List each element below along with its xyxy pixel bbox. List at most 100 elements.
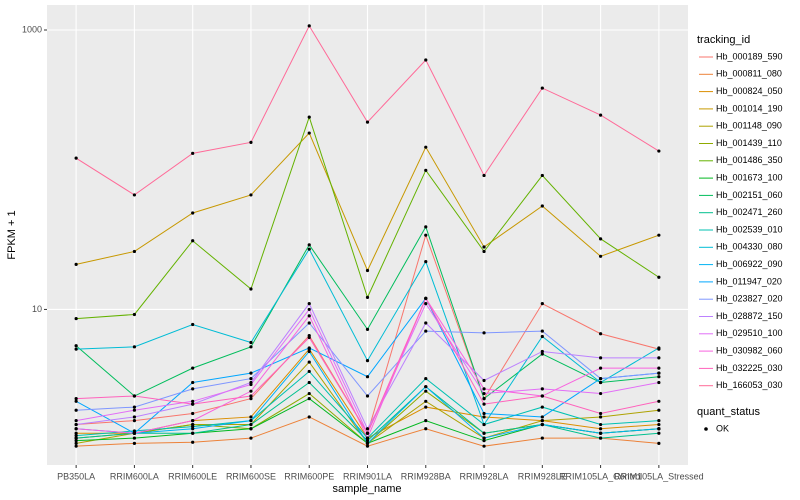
data-point <box>249 419 253 423</box>
data-point <box>657 371 661 375</box>
data-point <box>540 204 544 208</box>
legend-label: Hb_166053_030 <box>716 380 783 390</box>
data-point <box>482 444 486 448</box>
data-point <box>307 243 311 247</box>
data-point <box>598 376 603 381</box>
data-point <box>598 415 603 419</box>
x-tick-label: RRIM600SE <box>226 471 276 481</box>
data-point <box>424 145 428 149</box>
data-point <box>249 371 253 375</box>
data-point <box>657 380 661 385</box>
data-point <box>657 422 661 427</box>
legend-label: Hb_002539_010 <box>716 224 783 234</box>
data-point <box>74 431 78 435</box>
data-point <box>365 268 370 273</box>
data-point <box>540 86 544 90</box>
data-point <box>482 431 486 435</box>
data-point <box>365 444 370 448</box>
data-point <box>132 429 137 433</box>
shape-legend-key <box>704 427 708 431</box>
legend-label: Hb_004330_080 <box>716 242 783 252</box>
data-point <box>191 151 195 155</box>
legend-label: Hb_006922_090 <box>716 259 783 269</box>
data-point <box>424 259 428 264</box>
legend-label: Hb_011947_020 <box>716 276 782 286</box>
data-point <box>657 346 661 350</box>
data-point <box>191 387 195 391</box>
data-point <box>307 24 311 28</box>
data-point <box>365 441 370 445</box>
data-point <box>307 307 311 312</box>
data-point <box>424 233 428 237</box>
data-point <box>307 380 311 385</box>
data-point <box>74 344 78 348</box>
data-point <box>598 332 603 336</box>
data-point <box>365 375 370 379</box>
data-point <box>598 436 603 440</box>
data-point <box>424 389 428 393</box>
data-point <box>249 376 253 381</box>
data-point <box>540 436 544 440</box>
data-point <box>424 168 428 172</box>
data-point <box>598 391 603 396</box>
data-point <box>132 419 137 423</box>
data-point <box>365 359 370 363</box>
data-point <box>540 394 544 398</box>
data-point <box>74 347 78 351</box>
shape-legend-title: quant_status <box>697 406 760 418</box>
x-tick-label: RRIM600PE <box>284 471 334 481</box>
data-point <box>598 113 603 117</box>
data-point <box>191 399 195 403</box>
data-point <box>191 239 195 243</box>
data-point <box>249 287 253 291</box>
data-point <box>249 193 253 197</box>
data-point <box>249 415 253 419</box>
data-point <box>482 173 486 178</box>
data-point <box>482 387 486 391</box>
data-point <box>191 411 195 416</box>
data-point <box>249 140 253 144</box>
data-point <box>307 302 311 306</box>
x-tick-label: RRIM105LA_Control <box>559 471 642 481</box>
data-point <box>482 245 486 249</box>
data-point <box>74 408 78 412</box>
data-point <box>540 387 544 391</box>
data-point <box>74 441 78 445</box>
data-point <box>598 411 603 416</box>
data-point <box>424 419 428 423</box>
x-tick-label: RRIM928LA <box>460 471 509 481</box>
data-point <box>191 440 195 444</box>
data-point <box>249 436 253 440</box>
data-point <box>249 394 253 398</box>
data-point <box>191 427 195 431</box>
data-point <box>249 427 253 431</box>
data-point <box>365 327 370 331</box>
legend-label: Hb_032225_030 <box>716 363 783 373</box>
data-point <box>191 366 195 370</box>
shape-legend-label: OK <box>716 423 729 433</box>
data-point <box>598 237 603 241</box>
data-point <box>249 389 253 393</box>
data-point <box>424 376 428 381</box>
data-point <box>482 422 486 427</box>
data-point <box>365 120 370 124</box>
data-point <box>598 422 603 427</box>
data-point <box>74 399 78 403</box>
data-point <box>74 422 78 427</box>
y-tick-label: 10 <box>32 304 42 314</box>
data-point <box>74 397 78 401</box>
data-point <box>191 419 195 423</box>
legend-label: Hb_001439_110 <box>716 138 782 148</box>
data-point <box>132 405 137 409</box>
data-point <box>191 380 195 385</box>
data-point <box>307 369 311 374</box>
x-tick-label: RRIM600LE <box>168 471 217 481</box>
data-point <box>365 436 370 440</box>
data-point <box>598 366 603 370</box>
data-point <box>540 352 544 356</box>
data-point <box>540 173 544 178</box>
legend-label: Hb_001014_190 <box>716 103 783 113</box>
data-point <box>307 131 311 135</box>
data-point <box>307 346 311 350</box>
